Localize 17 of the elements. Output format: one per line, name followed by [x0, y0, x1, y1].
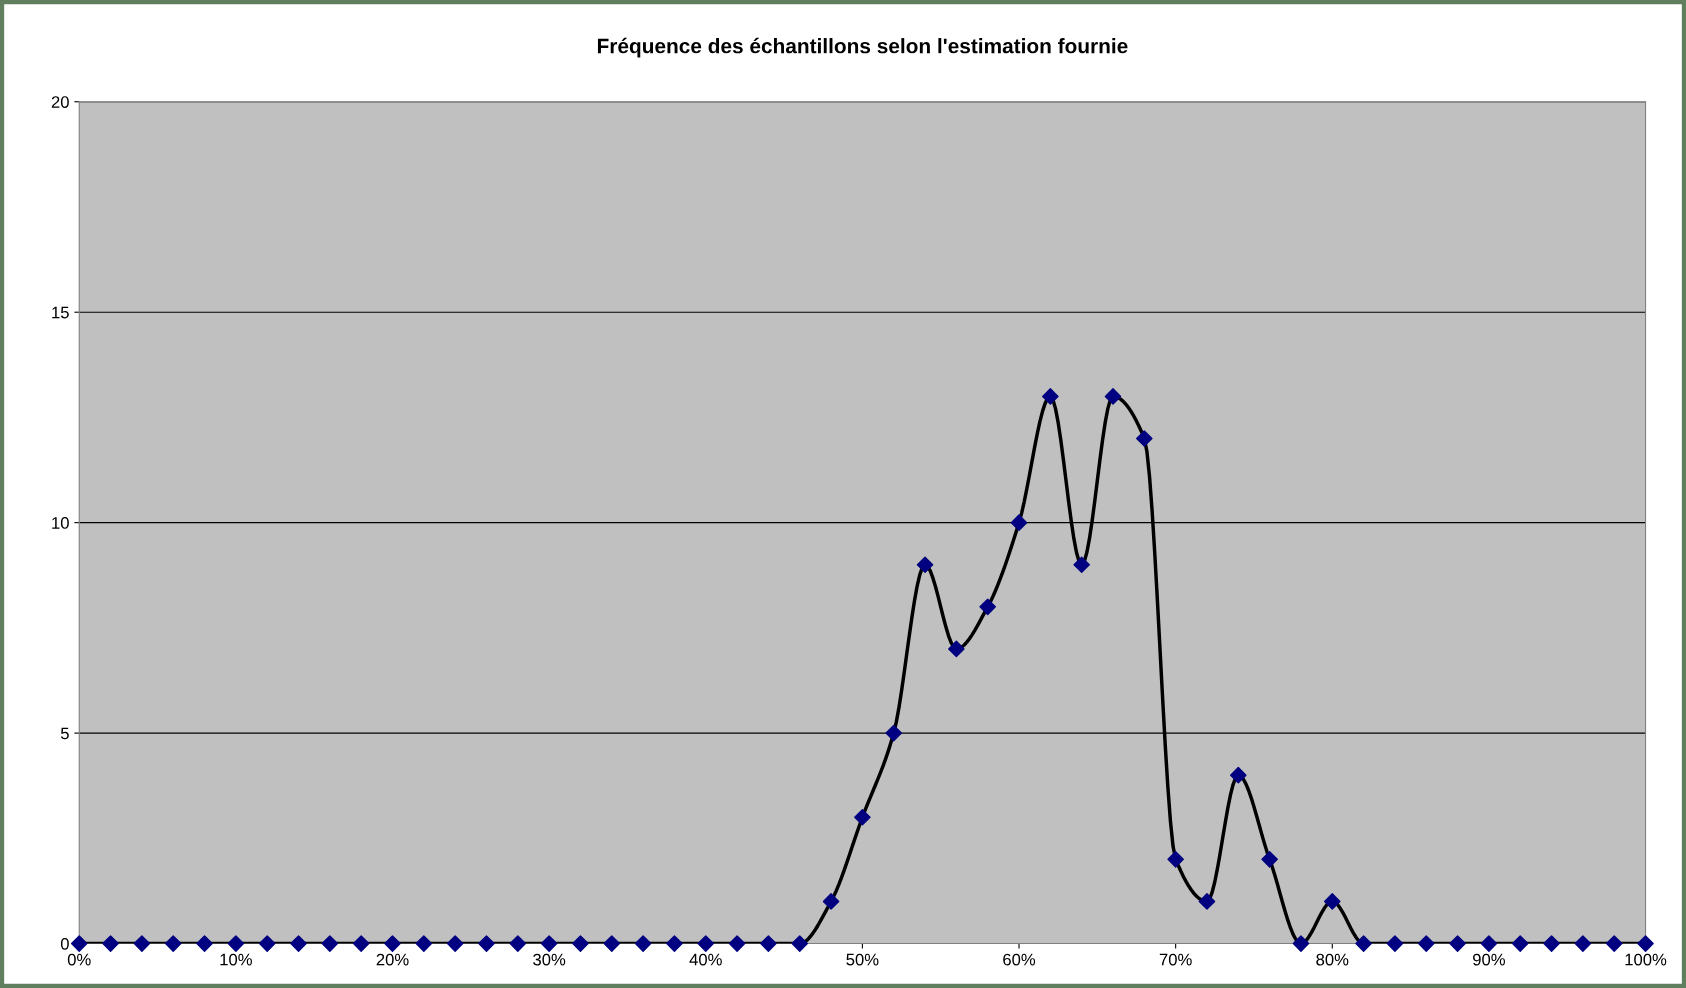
x-tick-label: 0% [67, 953, 91, 966]
y-tick-label: 15 [52, 306, 69, 319]
x-tick-label: 60% [1003, 953, 1036, 966]
x-tick-label: 50% [846, 953, 879, 966]
x-tick-label: 100% [1625, 953, 1667, 966]
y-tick-label: 10 [52, 517, 69, 529]
y-tick-label: 0 [60, 937, 69, 950]
x-tick-label: 10% [220, 953, 252, 966]
chart-title: Fréquence des échantillons selon l'estimation fournie [597, 37, 1128, 58]
x-tick-label: 90% [1473, 953, 1505, 966]
y-tick-label: 5 [60, 727, 69, 740]
x-tick-label: 30% [533, 953, 566, 966]
x-tick-label: 80% [1316, 953, 1349, 966]
x-tick-label: 20% [376, 953, 409, 966]
x-tick-label: 40% [689, 953, 722, 966]
x-tick-label: 70% [1159, 953, 1192, 966]
y-tick-label: 20 [51, 96, 69, 108]
